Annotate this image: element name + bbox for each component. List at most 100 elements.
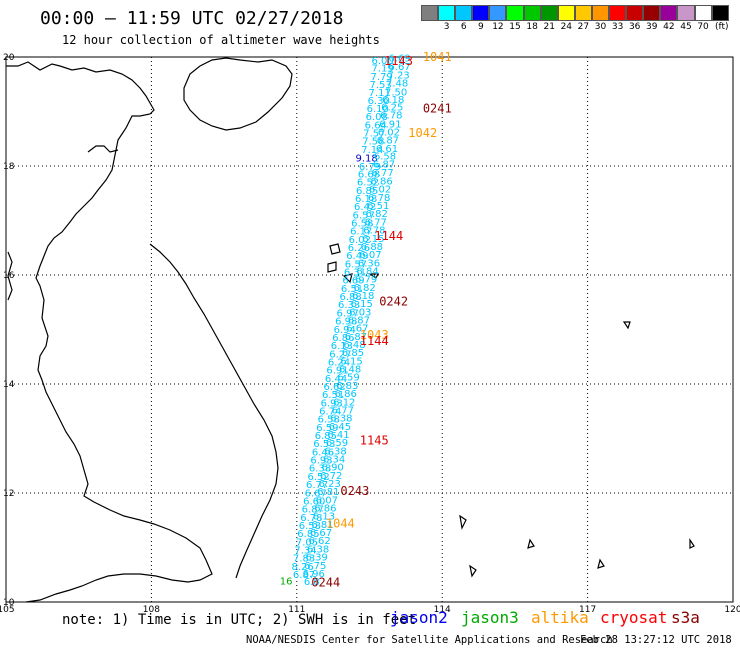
swh-value: 6.77 <box>365 217 387 228</box>
swh-value: 7.23 <box>387 70 409 81</box>
swh-value: 6.18 <box>382 95 404 106</box>
swh-value: 6.75 <box>304 561 326 572</box>
color-swatch-label: 9 <box>477 22 484 32</box>
swh-value: 6.58 <box>299 521 321 532</box>
coastline <box>6 57 695 603</box>
swh-value: 6.46 <box>312 447 334 458</box>
swh-value: 6.25 <box>381 102 403 113</box>
color-swatch <box>609 5 627 21</box>
swh-value: 6.98 <box>335 317 357 328</box>
swh-value: 6.64 <box>365 120 387 131</box>
coastline-segment <box>183 57 293 131</box>
swh-value: 7.48 <box>386 78 408 89</box>
color-swatch-label: 6 <box>460 22 467 32</box>
swh-value: 6.38 <box>309 464 331 475</box>
swh-value: 7.34 <box>294 545 316 556</box>
swh-value: 6.38 <box>307 544 329 555</box>
swh-value: 6.33 <box>338 300 360 311</box>
legend-jason2: jason2 <box>390 608 448 627</box>
color-swatch-label: 18 <box>526 22 538 32</box>
lat-tick-label: 12 <box>3 489 14 499</box>
swh-value: 6.45 <box>329 422 351 433</box>
swh-value: 6.87 <box>348 316 370 327</box>
color-swatch <box>711 5 729 21</box>
swh-value: 6.57 <box>353 210 375 221</box>
swh-value: 6.97 <box>337 308 359 319</box>
coastline-segment <box>469 564 477 578</box>
swh-value: 6.67 <box>346 324 368 335</box>
swh-value: 6.91 <box>379 119 401 130</box>
swh-value: 6.58 <box>374 151 396 162</box>
color-swatch-label: 3 <box>443 22 450 32</box>
color-swatch <box>472 5 490 21</box>
swh-value: 6.17 <box>350 227 372 238</box>
swh-value: 9.18 <box>355 154 377 165</box>
swh-value: 6.87 <box>377 136 399 147</box>
swh-value: 6.18 <box>355 194 377 205</box>
swh-value: 6.23 <box>319 479 341 490</box>
map-frame <box>5 56 734 603</box>
swh-value: 6.36 <box>358 258 380 269</box>
axis-ticks: 105 108 111 114 117 120 10 12 14 16 18 20 <box>0 53 740 615</box>
coastline-segment <box>689 538 695 549</box>
lon-tick-label: 108 <box>143 605 160 615</box>
swh-value: 6.58 <box>351 218 373 229</box>
lat-tick-label: 14 <box>3 380 15 390</box>
color-swatch <box>506 5 524 21</box>
swh-value: 6.34 <box>323 454 345 465</box>
swh-value: 6.87 <box>302 505 324 516</box>
swh-value: 6.53 <box>313 439 335 450</box>
legend-altika: altika <box>531 608 589 627</box>
swh-value: 6.13 <box>331 341 353 352</box>
pass-id-label: 0241 <box>423 102 452 116</box>
swh-value: 6.24 <box>328 357 350 368</box>
swh-value: 6.68 <box>358 169 380 180</box>
map-subtitle: 12 hour collection of altimeter wave hei… <box>62 33 380 47</box>
swh-value: 8.26 <box>291 562 313 573</box>
lat-tick-label: 20 <box>3 53 15 63</box>
color-swatch-label: 24 <box>560 22 573 32</box>
swh-value: 6.67 <box>310 528 332 539</box>
color-swatch <box>523 5 541 21</box>
lon-tick-label: 120 <box>724 605 740 615</box>
swh-value: 6.77 <box>332 405 354 416</box>
swh-value: 6.78 <box>300 513 322 524</box>
legend-jason3: jason3 <box>461 608 519 627</box>
color-swatch <box>660 5 678 21</box>
coastline-segment <box>597 558 605 569</box>
pass-id-label: 1042 <box>408 126 437 140</box>
swh-value: 6.67 <box>305 488 327 499</box>
swh-value: 6.02 <box>369 185 391 196</box>
swh-value: 6.44 <box>325 374 347 385</box>
color-swatch <box>574 5 592 21</box>
swh-value: 6.77 <box>306 480 328 491</box>
pass-id-label: 1044 <box>326 516 355 530</box>
swh-value: 6.88 <box>339 292 361 303</box>
swh-value: 6.10 <box>367 104 389 115</box>
swh-value: 6.62 <box>323 382 345 393</box>
color-swatch-label: 42 <box>663 22 675 32</box>
lon-tick-label: 114 <box>434 605 451 615</box>
swh-value: 6.59 <box>316 423 338 434</box>
swh-value: 6.94 <box>334 325 356 336</box>
swh-value: 6.77 <box>371 168 393 179</box>
swh-value: 7.19 <box>371 64 393 75</box>
color-scale-unit: (ft) <box>715 22 729 32</box>
swh-value: 6.85 <box>356 186 378 197</box>
swh-value: 6.85 <box>342 348 364 359</box>
swh-value: 6.27 <box>329 349 351 360</box>
color-swatch <box>455 5 473 21</box>
coastline-segment <box>622 321 631 330</box>
swh-value: 6.79 <box>359 162 381 173</box>
swh-value: 6.91 <box>326 366 348 377</box>
swh-value: 6.15 <box>362 234 384 245</box>
color-swatch <box>438 5 456 21</box>
swh-value: 6.51 <box>367 201 389 212</box>
swh-value: 6.62 <box>308 536 330 547</box>
swh-value: 6.74 <box>319 407 341 418</box>
color-swatch-label: 70 <box>697 22 709 32</box>
swh-value: 6.82 <box>366 209 388 220</box>
swh-value: 6.81 <box>317 487 339 498</box>
color-swatch <box>677 5 695 21</box>
color-swatch <box>421 5 439 21</box>
